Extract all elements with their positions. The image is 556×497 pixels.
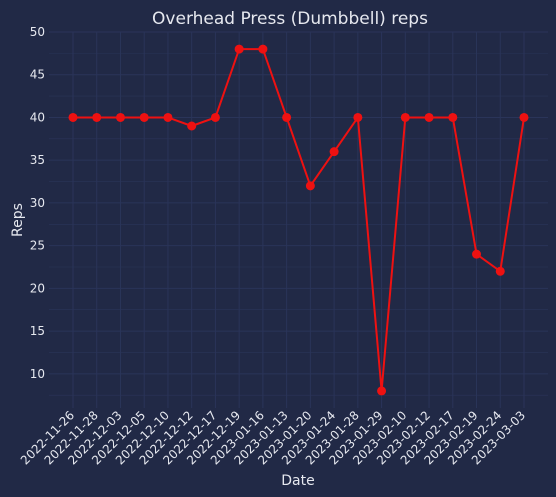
data-point [187, 121, 197, 131]
y-axis-label: Reps [10, 203, 26, 237]
data-point [519, 112, 529, 122]
y-tick-label: 45 [30, 68, 45, 82]
x-axis-ticks: 2022-11-262022-11-282022-12-032022-12-05… [18, 408, 528, 467]
series-line [73, 48, 525, 391]
data-point [139, 112, 149, 122]
data-point [353, 112, 363, 122]
data-point [115, 112, 125, 122]
data-point [68, 112, 78, 122]
data-point [282, 112, 292, 122]
data-point [377, 386, 387, 396]
data-point [234, 44, 244, 54]
grid [49, 31, 548, 408]
data-point [163, 112, 173, 122]
y-tick-label: 50 [30, 25, 45, 39]
y-tick-label: 40 [30, 110, 45, 124]
y-tick-label: 35 [30, 153, 45, 167]
data-point [448, 112, 458, 122]
y-tick-label: 10 [30, 367, 45, 381]
data-point [424, 112, 434, 122]
data-point [210, 112, 220, 122]
data-point [92, 112, 102, 122]
y-axis-ticks: 10 15 20 25 30 35 40 45 50 [30, 25, 45, 381]
data-point [472, 249, 482, 259]
data-point [495, 266, 505, 276]
data-points [68, 44, 529, 396]
y-tick-label: 15 [30, 324, 45, 338]
y-tick-label: 20 [30, 281, 45, 295]
y-tick-label: 25 [30, 239, 45, 253]
data-point [329, 147, 339, 157]
y-tick-label: 30 [30, 196, 45, 210]
chart-title: Overhead Press (Dumbbell) reps [152, 9, 428, 29]
data-point [258, 44, 268, 54]
data-point [400, 112, 410, 122]
data-point [305, 181, 315, 191]
x-axis-label: Date [281, 473, 314, 489]
